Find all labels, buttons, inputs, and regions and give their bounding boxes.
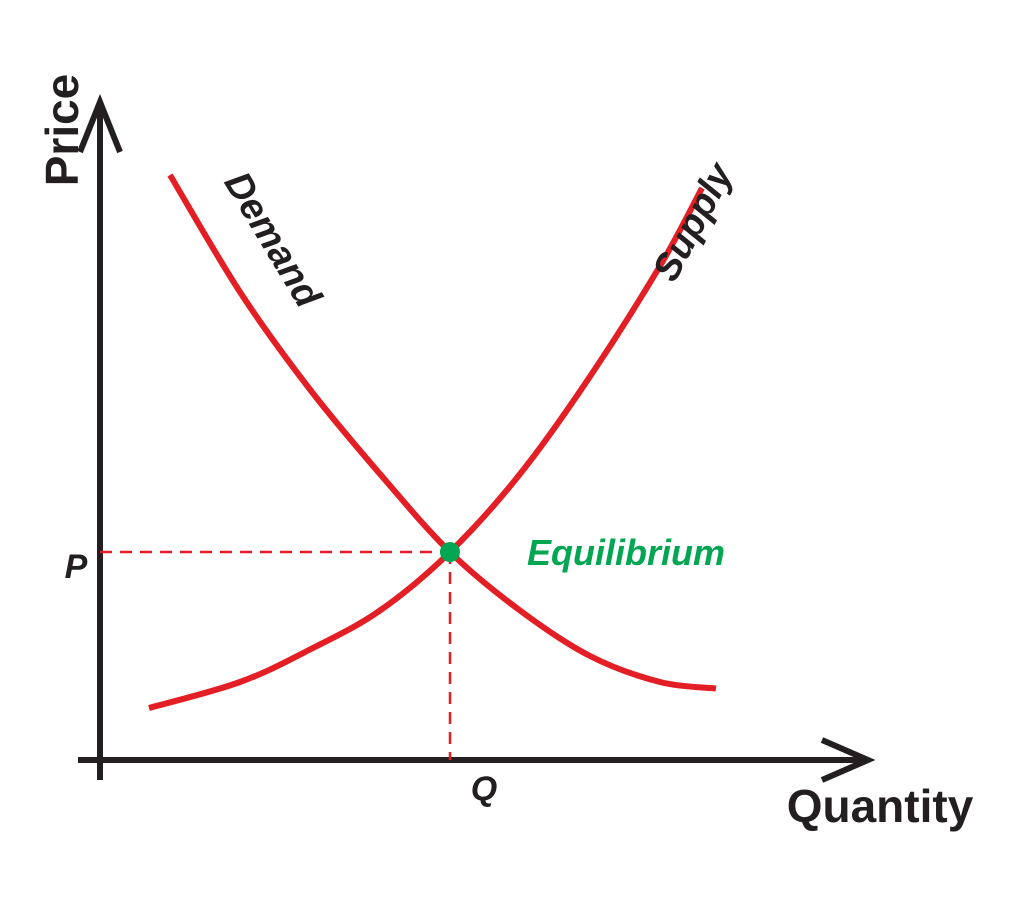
equilibrium-guides xyxy=(100,550,452,760)
y-axis-title: Price xyxy=(36,74,88,187)
y-axis-arrowhead xyxy=(77,93,123,154)
price-tick-label: P xyxy=(65,548,88,586)
equilibrium-marker-group xyxy=(440,542,460,562)
x-axis-title: Quantity xyxy=(787,780,974,832)
demand-curve xyxy=(167,173,717,692)
demand-curve-label: Demand xyxy=(216,165,330,316)
supply-curve-label: Supply xyxy=(645,155,742,288)
supply-curve xyxy=(148,186,705,711)
quantity-tick-label: Q xyxy=(471,770,497,808)
x-axis-arrowhead xyxy=(820,737,876,783)
series-curves xyxy=(148,173,717,711)
axes xyxy=(77,93,876,783)
equilibrium-label: Equilibrium xyxy=(527,532,725,573)
equilibrium-point xyxy=(440,542,460,562)
